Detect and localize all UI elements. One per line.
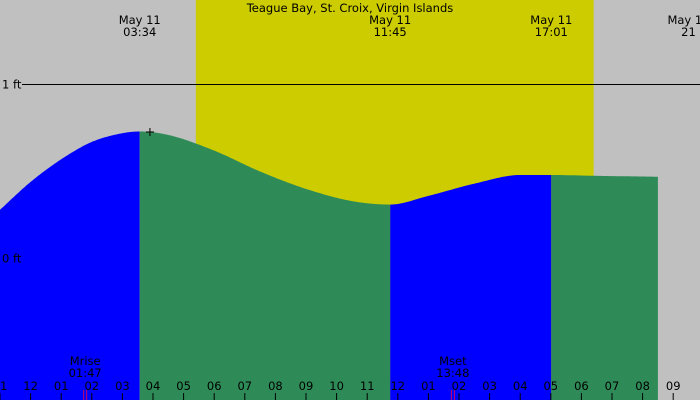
event-time: 03:34 bbox=[123, 25, 156, 39]
crosshair-marker bbox=[145, 127, 154, 136]
hour-tick-label: 01 bbox=[54, 379, 69, 393]
event-time: 21 bbox=[681, 25, 696, 39]
moon-event-name: Mset bbox=[439, 354, 467, 368]
hour-tick-label: 09 bbox=[299, 379, 314, 393]
event-time: 17:01 bbox=[535, 25, 568, 39]
falling-tide-area bbox=[551, 175, 658, 400]
moon-event-time: 13:48 bbox=[436, 366, 469, 380]
hour-tick-label: 04 bbox=[513, 379, 528, 393]
moon-event-time: 01:47 bbox=[69, 366, 102, 380]
hour-tick-label: 07 bbox=[605, 379, 620, 393]
hour-tick-label: 02 bbox=[452, 379, 467, 393]
hour-tick-label: 12 bbox=[390, 379, 405, 393]
reference-line-layer bbox=[22, 84, 700, 136]
hour-tick-label: 08 bbox=[635, 379, 650, 393]
rising-tide-area bbox=[0, 131, 140, 400]
x-axis-ticks: 11 12 01 02 03 04 05 06 07 08 09 10 11 12 01 02 03 04 05 06… bbox=[0, 379, 681, 400]
hour-tick-label: 05 bbox=[176, 379, 191, 393]
y-tick-label: 1 ft bbox=[2, 78, 22, 92]
falling-tide-area bbox=[139, 131, 391, 400]
hour-tick-label: 06 bbox=[574, 379, 589, 393]
hour-tick-label: 01 bbox=[421, 379, 436, 393]
hour-tick-label: 02 bbox=[84, 379, 99, 393]
event-date: May 11 bbox=[369, 13, 411, 27]
hour-tick-label: 11 bbox=[360, 379, 375, 393]
hour-tick-label: 04 bbox=[146, 379, 161, 393]
event-time: 11:45 bbox=[374, 25, 407, 39]
hour-tick-label: 07 bbox=[237, 379, 252, 393]
tide-area-layer bbox=[0, 131, 658, 400]
hour-tick-label: 08 bbox=[268, 379, 283, 393]
hour-tick-label: 11 bbox=[0, 379, 7, 393]
y-tick-label: 0 ft bbox=[2, 252, 22, 266]
event-date: May 11 bbox=[530, 13, 572, 27]
event-date: May 11 bbox=[667, 13, 700, 27]
hour-tick-label: 03 bbox=[482, 379, 497, 393]
hour-tick-label: 10 bbox=[329, 379, 344, 393]
hour-tick-label: 12 bbox=[23, 379, 38, 393]
label-layer: Teague Bay, St. Croix, Virgin Islands 1 … bbox=[2, 1, 700, 380]
chart-title: Teague Bay, St. Croix, Virgin Islands bbox=[246, 1, 454, 15]
hour-tick-label: 05 bbox=[543, 379, 558, 393]
rising-tide-area bbox=[390, 175, 552, 400]
moon-event-name: Mrise bbox=[70, 354, 101, 368]
hour-tick-label: 03 bbox=[115, 379, 130, 393]
event-date: May 11 bbox=[119, 13, 161, 27]
hour-tick-label: 09 bbox=[666, 379, 681, 393]
hour-tick-label: 06 bbox=[207, 379, 222, 393]
